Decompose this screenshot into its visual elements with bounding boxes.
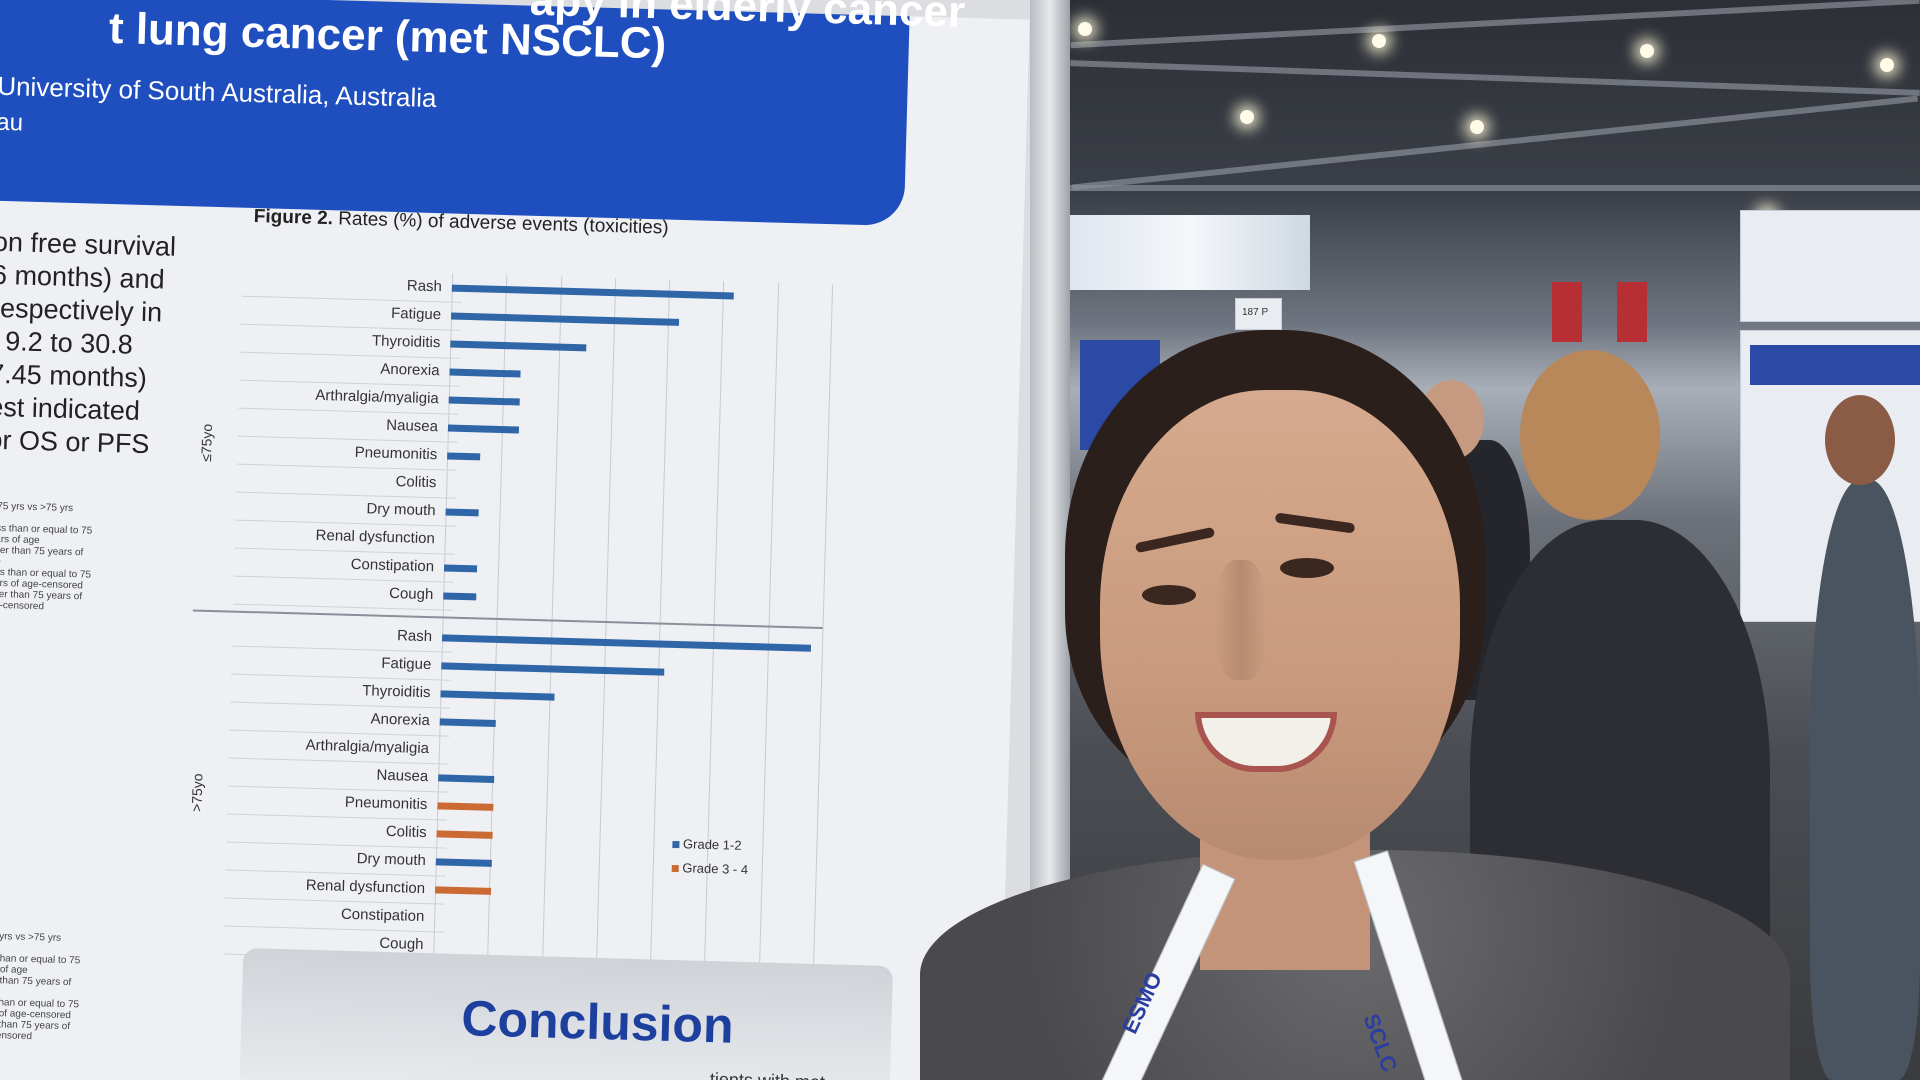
poster-board: apy in elderly cancer t lung cancer (met… — [0, 0, 1058, 1080]
legend-entry: Grade 3 - 4 — [671, 860, 748, 877]
ceiling-light — [1470, 120, 1484, 134]
category-label: Fatigue — [390, 304, 442, 324]
category-label: Constipation — [340, 905, 425, 926]
booth-red-banner — [1617, 282, 1647, 342]
booth-red-banner — [1552, 282, 1582, 342]
presenter-eye — [1280, 558, 1334, 578]
category-label: Nausea — [386, 416, 439, 436]
poster-email: au — [0, 108, 24, 137]
ceiling-truss — [1070, 185, 1920, 191]
bar-grade-1-2 — [439, 718, 497, 727]
category-label: Thyroiditis — [361, 682, 431, 702]
category-label: Arthralgia/myaligia — [315, 386, 440, 408]
km-legend-upper: <=75 yrs vs >75 yrsoldLess than or equal… — [0, 501, 93, 614]
results-line: respectively in — [0, 292, 163, 328]
km-legend-lower: <=75 yrs vs >75 yrsoldLess than or equal… — [0, 930, 81, 1043]
poster-results-text: on free survival 6 months) and respectiv… — [0, 226, 176, 462]
background-person-head — [1825, 395, 1895, 485]
results-line: or OS or PFS — [0, 424, 150, 460]
presenter-eye — [1142, 585, 1196, 605]
category-label: Constipation — [350, 555, 435, 576]
bar-grade-1-2 — [441, 662, 664, 676]
ceiling-light — [1880, 58, 1894, 72]
legend-line: Older than 75 years of — [0, 974, 72, 989]
bar-grade-1-2 — [440, 690, 555, 701]
bar-grade-1-2 — [441, 634, 812, 652]
presenter-nose — [1215, 560, 1267, 680]
category-label: Pneumonitis — [354, 443, 438, 464]
legend-label: Grade 3 - 4 — [682, 860, 749, 878]
category-label: Dry mouth — [356, 850, 427, 870]
booth-number-sign: 187 P — [1235, 298, 1282, 330]
bar-grade-1-2 — [443, 592, 476, 601]
group-axis-label: ≤75yo — [197, 423, 216, 463]
row-separator — [232, 603, 453, 611]
results-line: 7.45 months) — [0, 358, 148, 394]
poster-title-box: apy in elderly cancer t lung cancer (met… — [0, 0, 966, 227]
category-label: Rash — [396, 627, 433, 646]
presenter-face — [1100, 390, 1460, 860]
category-label: Rash — [406, 277, 443, 296]
bar-grade-3-4 — [436, 830, 494, 839]
category-label: Renal dysfunction — [305, 876, 426, 898]
poster-affiliation: University of South Australia, Australia — [0, 70, 437, 114]
hall-window-light — [1070, 215, 1310, 290]
bar-grade-1-2 — [448, 396, 520, 406]
results-line: on free survival — [0, 226, 177, 262]
bar-grade-1-2 — [447, 452, 480, 461]
ceiling-light — [1240, 110, 1254, 124]
category-label: Pneumonitis — [344, 793, 428, 814]
bar-grade-1-2 — [443, 564, 477, 573]
figure-title-label: Figure 2. — [253, 206, 334, 230]
background-poster-header — [1750, 345, 1920, 385]
bar-grade-1-2 — [445, 508, 479, 517]
bar-grade-1-2 — [449, 368, 521, 378]
bar-grade-1-2 — [450, 312, 680, 326]
bar-grade-1-2 — [447, 424, 519, 434]
adverse-events-chart: 05101520253035%RashFatigueThyroiditisAno… — [182, 267, 862, 1005]
background-person — [1810, 480, 1920, 1080]
category-label: Thyroiditis — [371, 332, 441, 352]
ceiling-light — [1078, 22, 1092, 36]
legend-line: <=75 yrs vs >75 yrs — [0, 930, 62, 944]
category-label: Dry mouth — [366, 500, 436, 520]
legend-swatch — [671, 864, 679, 873]
bar-grade-3-4 — [434, 886, 492, 895]
category-label: Arthralgia/myaligia — [305, 736, 430, 758]
category-label: Cough — [388, 584, 434, 604]
category-label: Anorexia — [380, 360, 440, 380]
category-label: Colitis — [385, 822, 427, 842]
bar-grade-1-2 — [450, 340, 587, 352]
booth-wall — [1740, 210, 1920, 322]
category-label: Fatigue — [381, 654, 432, 674]
conclusion-title: Conclusion — [460, 990, 735, 1054]
category-label: Renal dysfunction — [315, 526, 436, 548]
bar-grade-1-2 — [451, 284, 735, 300]
legend-entry: Grade 1-2 — [671, 836, 742, 853]
bar-grade-1-2 — [435, 858, 493, 867]
legend-swatch — [671, 840, 680, 849]
background-person-hair — [1520, 350, 1660, 520]
research-poster: apy in elderly cancer t lung cancer (met… — [0, 0, 1030, 1080]
results-line: , 9.2 to 30.8 — [0, 325, 134, 360]
results-line: est indicated — [0, 391, 141, 426]
category-label: Anorexia — [370, 710, 431, 730]
bar-grade-1-2 — [438, 774, 495, 783]
ceiling-light — [1372, 34, 1386, 48]
results-line: 6 months) and — [0, 259, 166, 295]
legend-label: Grade 1-2 — [682, 836, 742, 853]
group-axis-label: >75yo — [188, 773, 206, 813]
bar-grade-3-4 — [437, 802, 494, 811]
category-label: Nausea — [376, 766, 429, 786]
category-label: Colitis — [395, 473, 437, 492]
ceiling-light — [1640, 44, 1654, 58]
